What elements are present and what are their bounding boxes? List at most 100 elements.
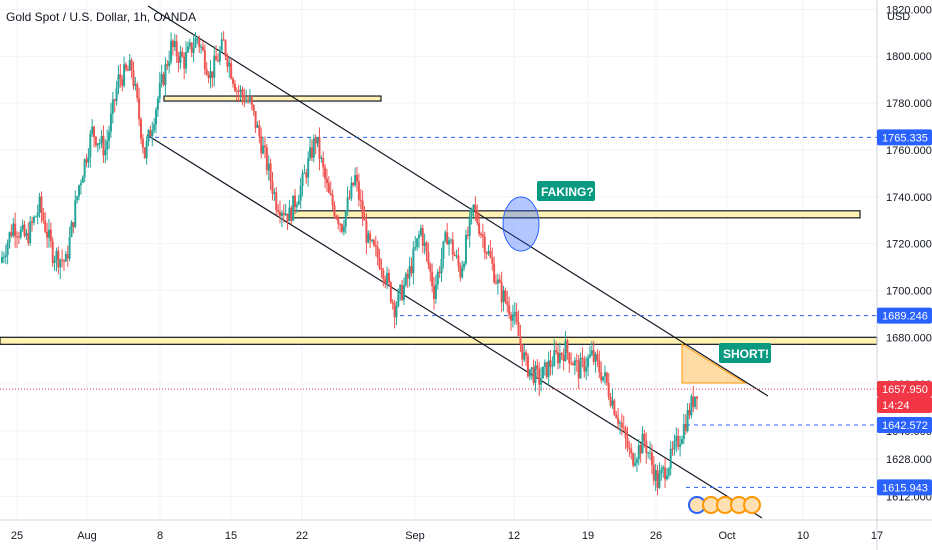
candle-body	[566, 340, 569, 353]
price-tag-label: 14:24	[882, 400, 910, 412]
candle-body	[256, 125, 259, 128]
candle-body	[682, 423, 685, 440]
candle-body	[277, 210, 280, 213]
candle-body	[166, 64, 169, 67]
candle-body	[442, 241, 445, 259]
candle-body	[74, 200, 77, 227]
candle-body	[27, 233, 30, 244]
candle-body	[310, 147, 313, 158]
candle-body	[594, 354, 597, 362]
candle-body	[444, 232, 447, 242]
candle-body	[468, 216, 471, 237]
candle-body	[123, 64, 126, 86]
highlight-ellipse	[502, 196, 540, 252]
candle-body	[459, 265, 462, 278]
candle-body	[164, 64, 167, 86]
y-tick-label: 1780.000	[886, 98, 932, 110]
candle-body	[78, 185, 81, 197]
candle-body	[34, 216, 37, 218]
candle-body	[104, 149, 107, 156]
candle-body	[630, 448, 633, 454]
candle-body	[639, 444, 642, 454]
candle-body	[284, 213, 287, 215]
candle-body	[553, 350, 556, 366]
candle-body	[196, 38, 199, 40]
candle-body	[294, 195, 297, 208]
candle-body	[21, 224, 24, 230]
candle-body	[252, 104, 255, 112]
candle-body	[59, 259, 62, 268]
candle-body	[10, 232, 13, 236]
candle-body	[573, 360, 576, 366]
x-tick-label: 8	[157, 530, 163, 542]
candle-body	[570, 363, 573, 365]
candle-body	[136, 84, 139, 99]
candle-body	[81, 177, 84, 184]
candle-body	[433, 286, 436, 299]
candle-body	[555, 350, 558, 353]
candle-body	[301, 173, 304, 187]
y-tick-label: 1800.000	[886, 51, 932, 63]
candle-body	[217, 60, 220, 62]
candle-body	[153, 124, 156, 131]
candle-body	[496, 279, 499, 284]
candle-body	[579, 357, 582, 379]
candle-body	[62, 260, 65, 262]
candle-body	[299, 186, 302, 201]
time-axis[interactable]: 25 Aug 8 15 22 Sep 12 19 26 Oct 10 17	[11, 530, 883, 542]
candle-body	[241, 89, 244, 96]
candle-body	[530, 367, 533, 370]
candle-body	[76, 196, 79, 201]
candle-body	[215, 55, 218, 61]
candle-body	[186, 46, 189, 53]
grid	[0, 0, 878, 520]
channel-upper-line	[147, 5, 769, 397]
price-tag	[877, 307, 932, 324]
candle-body	[23, 224, 26, 236]
candle-body	[239, 89, 242, 92]
candle-body	[506, 301, 509, 306]
candle-body	[605, 372, 608, 383]
candle-body	[44, 220, 47, 232]
candle-body	[111, 99, 114, 114]
x-tick-label: 22	[296, 530, 308, 542]
candle-body	[380, 268, 383, 271]
candle-body	[519, 335, 522, 345]
price-tag	[877, 416, 932, 433]
candle-body	[72, 222, 75, 227]
candle-body	[333, 205, 336, 217]
candle-body	[119, 74, 122, 80]
candle-body	[98, 143, 101, 145]
annotation-box	[537, 181, 595, 201]
candle-body	[198, 38, 201, 47]
price-axis[interactable]: 1820.000 1800.000 1780.000 1760.000 1740.000…	[886, 4, 932, 503]
resistance-zone	[289, 210, 861, 219]
price-tag	[877, 479, 932, 496]
candle-body	[89, 133, 92, 157]
candle-body	[479, 233, 482, 235]
candle-body	[667, 468, 670, 476]
candle-body	[218, 50, 221, 62]
candle-body	[538, 368, 541, 385]
candle-body	[404, 273, 407, 286]
candle-body	[100, 135, 103, 144]
y-tick-label: 1628.000	[886, 454, 932, 466]
candle-body	[344, 211, 347, 227]
candle-body	[397, 290, 400, 306]
candle-body	[671, 448, 674, 450]
candle-body	[493, 263, 496, 283]
candle-body	[205, 69, 208, 75]
price-levels	[0, 136, 877, 488]
candle-body	[449, 239, 452, 241]
candle-body	[155, 109, 158, 125]
candle-body	[626, 437, 629, 448]
candle-body	[386, 272, 389, 284]
candle-body	[329, 192, 332, 195]
candle-body	[134, 84, 137, 86]
candle-body	[453, 254, 456, 256]
candle-body	[476, 210, 479, 224]
candle-body	[130, 59, 133, 71]
candle-body	[389, 282, 392, 303]
